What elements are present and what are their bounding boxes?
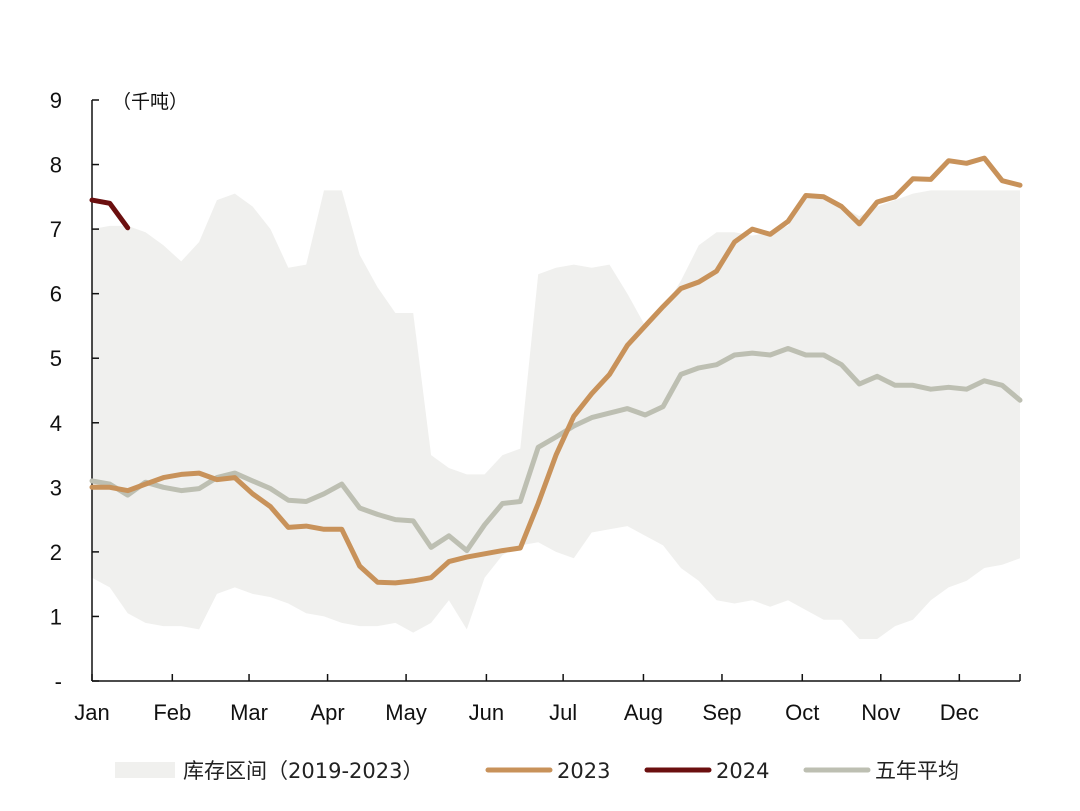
legend-label: 2023	[557, 759, 610, 783]
range-band-area	[92, 190, 1020, 639]
x-tick-label: Jun	[469, 700, 504, 725]
range-band-layer	[92, 190, 1020, 639]
x-tick-label: Nov	[861, 700, 900, 725]
x-tick-label: Apr	[310, 700, 344, 725]
x-tick-label: Aug	[624, 700, 663, 725]
legend-label: 五年平均	[875, 759, 959, 783]
y-tick-label: 8	[50, 153, 62, 178]
legend-label: 2024	[716, 759, 769, 783]
x-tick-label: Mar	[230, 700, 268, 725]
y-tick-labels: - 1 2 3 4 5 6 7 8 9	[50, 88, 62, 694]
y-tick-label: 5	[50, 346, 62, 371]
x-tick-labels: Jan Feb Mar Apr May Jun Jul Aug Sep Oct Nov Dec	[74, 700, 979, 725]
series-layer	[89, 155, 1023, 586]
y-tick-label: 3	[50, 475, 62, 500]
x-tick-label: Dec	[940, 700, 979, 725]
y-tick-label: 2	[50, 540, 62, 565]
legend-label: 库存区间（2019-2023）	[183, 759, 423, 783]
x-tick-label: Jan	[74, 700, 109, 725]
series-line-2023	[89, 155, 1023, 586]
y-tick-label: 9	[50, 88, 62, 113]
legend-swatch-band	[115, 762, 175, 778]
y-tick-label: 4	[50, 411, 62, 436]
y-tick-label: 6	[50, 282, 62, 307]
x-tick-label: Jul	[549, 700, 577, 725]
y-tick-label: -	[55, 669, 62, 694]
x-tick-label: Oct	[785, 700, 819, 725]
x-tick-label: Feb	[153, 700, 191, 725]
unit-label: （千吨）	[112, 91, 188, 113]
x-tick-label: Sep	[702, 700, 741, 725]
x-tick-label: May	[385, 700, 427, 725]
series-line-2024	[89, 197, 131, 231]
y-tick-label: 1	[50, 604, 62, 629]
series-line-five-year-average	[89, 346, 1023, 554]
y-tick-label: 7	[50, 217, 62, 242]
legend: 库存区间（2019-2023） 2023 2024 五年平均	[115, 759, 959, 783]
